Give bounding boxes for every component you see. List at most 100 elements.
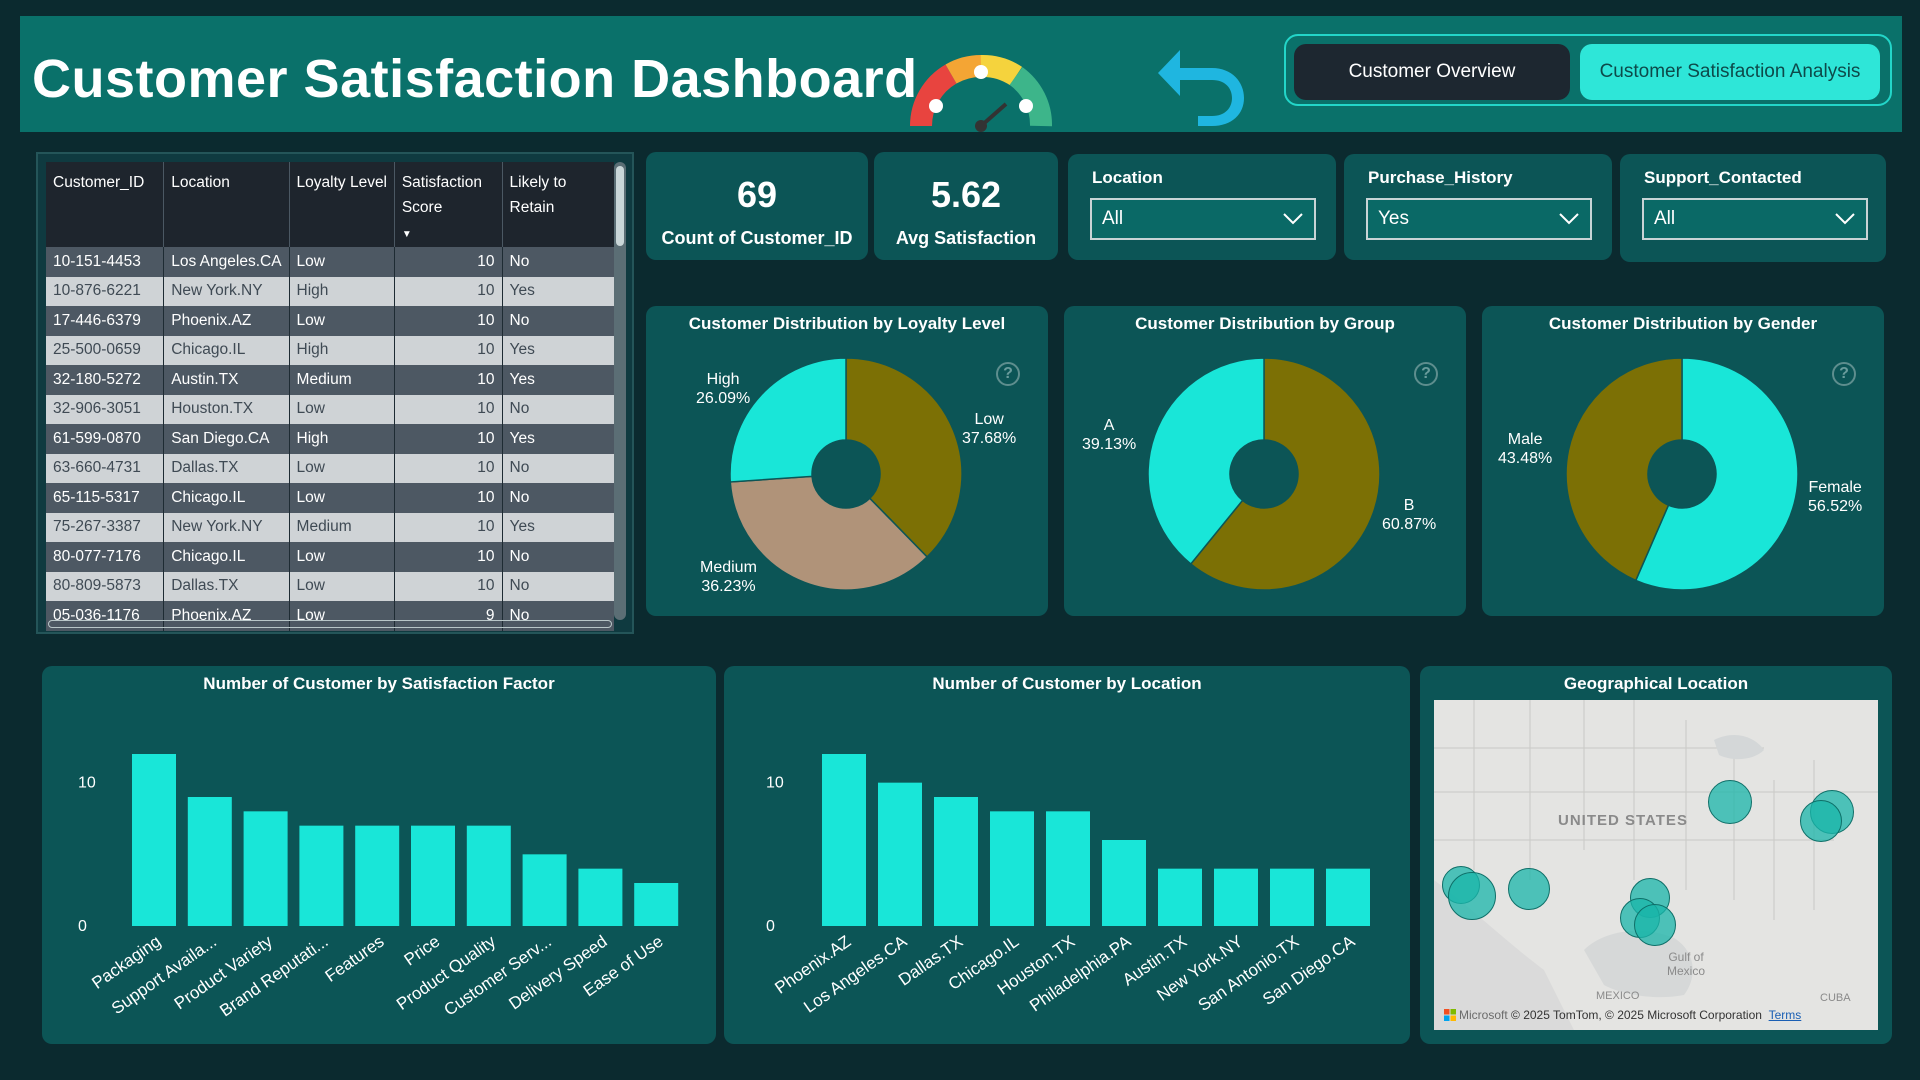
table-cell: 63-660-4731 [46, 453, 165, 483]
bar[interactable] [878, 782, 922, 926]
table-cell: High [289, 424, 395, 454]
table-row[interactable]: 32-906-3051 Houston.TX Low 10 No [46, 394, 614, 424]
bar[interactable] [1158, 868, 1202, 926]
back-arrow-icon[interactable] [1150, 28, 1260, 128]
column-header[interactable]: Location [163, 162, 290, 247]
donut-slice-female[interactable] [1634, 357, 1799, 591]
table-cell: 9 [394, 601, 503, 631]
map-bubble[interactable] [1708, 780, 1752, 824]
customer-table: Customer_ID Location Loyalty Level Satis… [46, 162, 614, 631]
table-cell: No [502, 247, 614, 277]
chart-title: Customer Distribution by Group [1135, 314, 1395, 333]
table-cell: Medium [289, 365, 395, 395]
bar[interactable] [522, 854, 567, 926]
table-cell: 17-446-6379 [46, 306, 165, 336]
table-cell: No [502, 483, 614, 513]
bar[interactable] [299, 825, 344, 926]
table-cell: 10 [394, 453, 503, 483]
bar[interactable] [1270, 868, 1314, 926]
scrollbar-thumb[interactable] [616, 166, 624, 246]
bar[interactable] [355, 825, 400, 926]
purchase-history-dropdown[interactable]: Yes [1366, 198, 1592, 240]
customer-overview-button[interactable]: Customer Overview [1294, 44, 1570, 100]
bar[interactable] [990, 811, 1034, 926]
table-row[interactable]: 10-876-6221 New York.NY High 10 Yes [46, 276, 614, 306]
dropdown-value: Yes [1378, 208, 1409, 229]
table-row[interactable]: 17-446-6379 Phoenix.AZ Low 10 No [46, 306, 614, 336]
bar[interactable] [578, 868, 623, 926]
column-header[interactable]: Likely to Retain [502, 162, 614, 247]
y-tick-label: 0 [78, 918, 87, 935]
location-dropdown[interactable]: All [1090, 198, 1316, 240]
map-bubble[interactable] [1800, 800, 1842, 842]
customer-satisfaction-analysis-button[interactable]: Customer Satisfaction Analysis [1580, 44, 1880, 100]
help-icon[interactable]: ? [996, 362, 1020, 386]
table-cell: Chicago.IL [163, 542, 290, 572]
table-row[interactable]: 80-077-7176 Chicago.IL Low 10 No [46, 542, 614, 572]
table-cell: High [289, 276, 395, 306]
donut-slice-low[interactable] [845, 357, 963, 559]
bar[interactable] [466, 825, 511, 926]
table-cell: 05-036-1176 [46, 601, 165, 631]
table-cell: Yes [502, 512, 614, 542]
bar[interactable] [934, 797, 978, 926]
donut-slice-male[interactable] [1565, 357, 1683, 582]
bar[interactable] [187, 797, 232, 926]
table-cell: No [502, 542, 614, 572]
donut-slice-b[interactable] [1189, 357, 1381, 591]
bar[interactable] [1326, 868, 1370, 926]
table-row[interactable]: 10-151-4453 Los Angeles.CA Low 10 No [46, 247, 614, 277]
donut-slice-medium[interactable] [729, 475, 929, 591]
vertical-scrollbar[interactable] [614, 162, 626, 620]
table-cell: Phoenix.AZ [163, 306, 290, 336]
map-bubble[interactable] [1634, 904, 1676, 946]
y-tick-label: 10 [766, 775, 784, 792]
kpi-count-value: 69 [736, 174, 778, 215]
horizontal-scrollbar[interactable] [48, 620, 612, 628]
help-icon[interactable]: ? [1414, 362, 1438, 386]
table-cell: Low [289, 542, 395, 572]
bar[interactable] [1214, 868, 1258, 926]
table-cell: San Diego.CA [163, 424, 290, 454]
table-cell: 10 [394, 306, 503, 336]
bar[interactable] [822, 754, 866, 926]
sort-descending-icon: ▼ [401, 229, 412, 240]
column-header[interactable]: Loyalty Level [289, 162, 395, 247]
table-row[interactable]: 75-267-3387 New York.NY Medium 10 Yes [46, 512, 614, 542]
table-cell: Los Angeles.CA [163, 247, 290, 277]
map-attribution: Microsoft © 2025 TomTom, © 2025 Microsof… [1444, 1008, 1801, 1022]
column-header[interactable]: Satisfaction Score ▼ [394, 162, 503, 247]
table-row[interactable]: 63-660-4731 Dallas.TX Low 10 No [46, 453, 614, 483]
bar[interactable] [1102, 840, 1146, 926]
geo-map-card: Geographical Location UNITED STATES Gulf… [1420, 666, 1892, 1044]
table-row[interactable]: 25-500-0659 Chicago.IL High 10 Yes [46, 335, 614, 365]
table-row[interactable]: 61-599-0870 San Diego.CA High 10 Yes [46, 424, 614, 454]
bar[interactable] [634, 883, 679, 926]
loyalty-donut-chart [729, 357, 963, 591]
donut-slice-high[interactable] [729, 357, 847, 483]
bar[interactable] [132, 754, 176, 926]
map-canvas[interactable]: UNITED STATES Gulf of Mexico MEXICO CUBA… [1434, 700, 1878, 1030]
pie-label-male: Male 43.48% [1498, 431, 1553, 467]
x-tick-label: San Antonio.TX [1195, 932, 1303, 1015]
column-header[interactable]: Customer_ID [46, 162, 165, 247]
table-cell: 61-599-0870 [46, 424, 165, 454]
map-bubble[interactable] [1508, 868, 1550, 910]
bar[interactable] [243, 811, 288, 926]
terms-link[interactable]: Terms [1768, 1008, 1802, 1022]
gender-donut-chart [1565, 357, 1799, 591]
table-cell: 80-809-5873 [46, 571, 165, 601]
bar[interactable] [411, 825, 455, 926]
table-row[interactable]: 32-180-5272 Austin.TX Medium 10 Yes [46, 365, 614, 395]
table-row[interactable]: 80-809-5873 Dallas.TX Low 10 No [46, 571, 614, 601]
help-icon[interactable]: ? [1832, 362, 1856, 386]
support-contacted-dropdown[interactable]: All [1642, 198, 1868, 240]
table-cell: Low [289, 483, 395, 513]
table-cell: 10 [394, 571, 503, 601]
table-row[interactable]: 05-036-1176 Phoenix.AZ Low 9 No [46, 601, 614, 631]
donut-slice-a[interactable] [1147, 357, 1265, 566]
map-bubble[interactable] [1448, 872, 1496, 920]
bar[interactable] [1046, 811, 1090, 926]
x-tick-label: Features [322, 932, 388, 986]
table-row[interactable]: 65-115-5317 Chicago.IL Low 10 No [46, 483, 614, 513]
